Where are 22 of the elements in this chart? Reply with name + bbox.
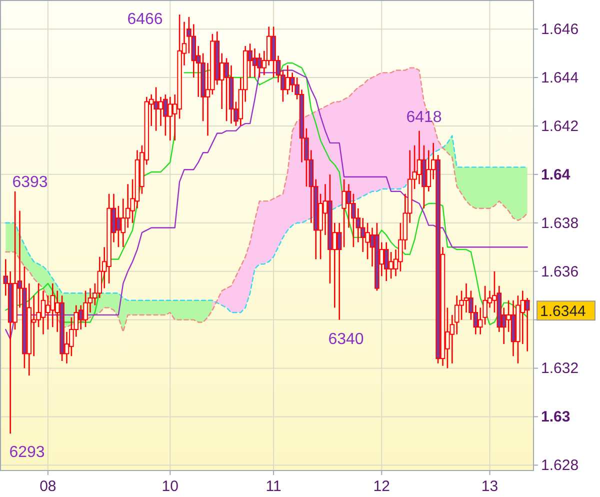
y-tick-label: 1.632 (541, 360, 579, 378)
y-tick-label: 1.64 (541, 166, 571, 184)
candlestick (336, 222, 342, 320)
y-tick-label: 1.646 (541, 21, 579, 38)
y-tick-label: 1.644 (541, 70, 579, 87)
x-tick-label: 13 (481, 478, 498, 495)
x-tick-label: 11 (266, 478, 282, 495)
annotation: 6466 (127, 11, 163, 28)
annotation: 6293 (9, 444, 45, 461)
y-tick-label: 1.642 (541, 118, 579, 135)
y-tick-label: 1.638 (541, 214, 579, 232)
x-tick-label: 10 (162, 478, 178, 495)
x-tick-label: 12 (373, 478, 390, 495)
annotation: 6393 (12, 174, 48, 191)
annotation: 6418 (406, 109, 442, 126)
y-tick-label: 1.628 (541, 457, 579, 474)
y-tick-label: 1.63 (541, 408, 570, 426)
y-tick-label: 1.636 (541, 263, 579, 280)
candlestick (524, 297, 530, 352)
annotation: 6340 (328, 331, 364, 348)
text: 1.6344 (540, 303, 586, 320)
x-tick-label: 08 (40, 478, 56, 495)
